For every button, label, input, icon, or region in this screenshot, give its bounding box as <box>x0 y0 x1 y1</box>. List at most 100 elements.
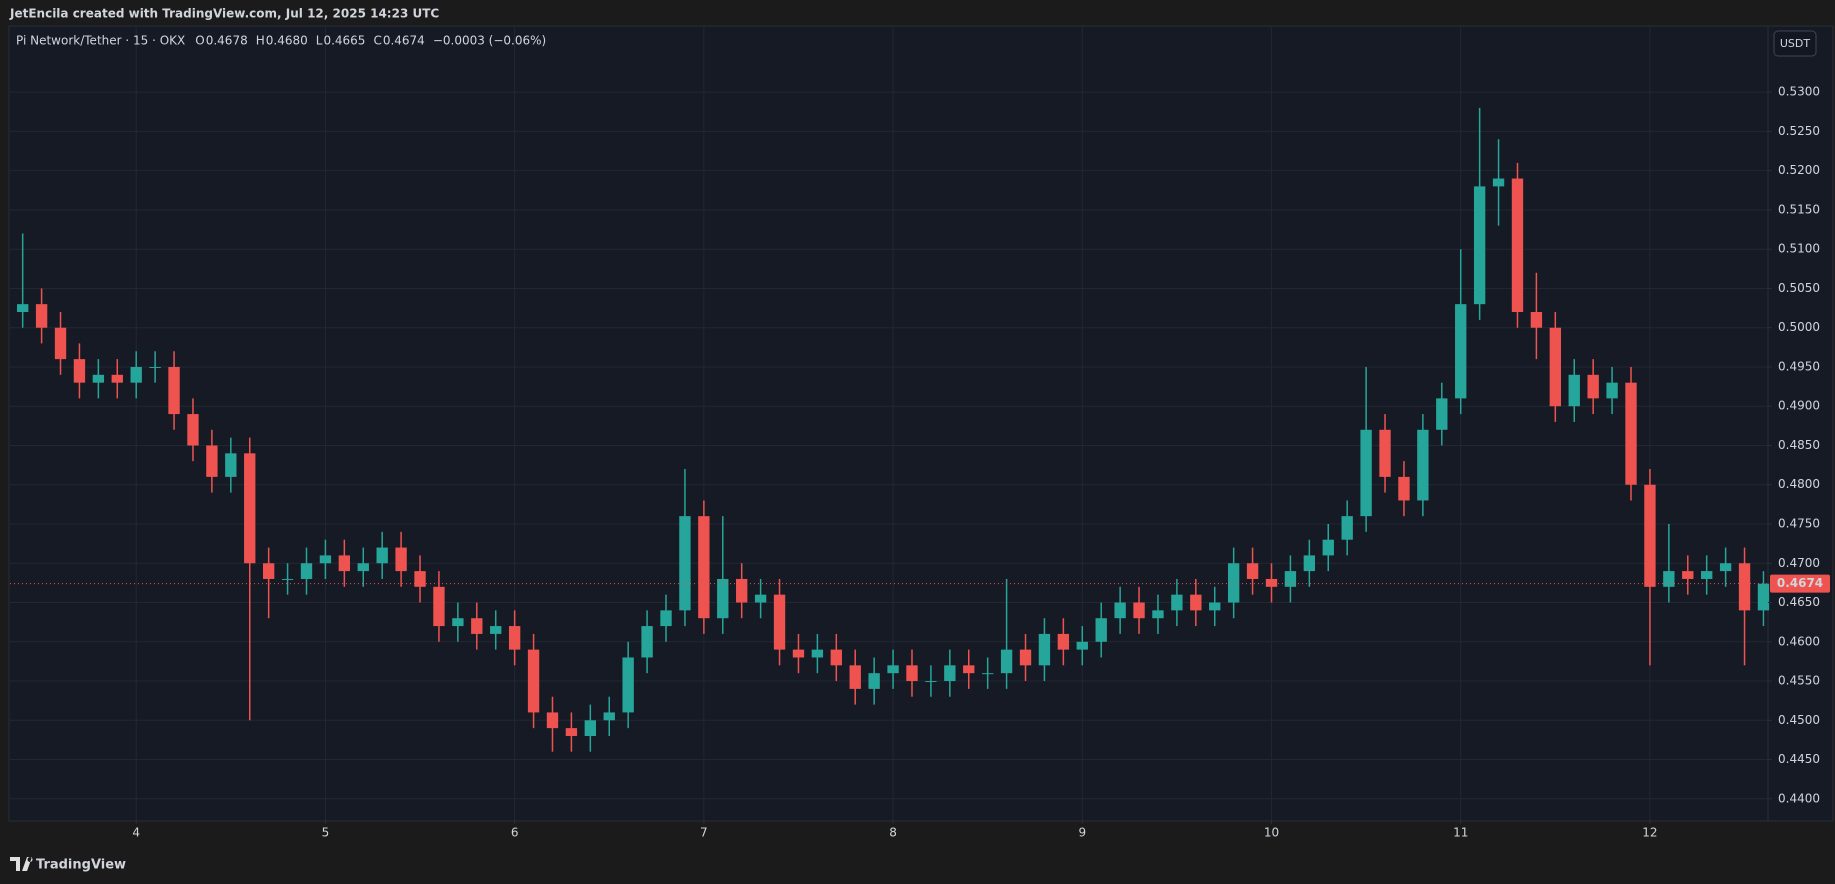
candle-body <box>338 555 351 572</box>
candle-body <box>1019 649 1032 666</box>
candle-body <box>35 304 48 328</box>
candle-body <box>981 673 994 675</box>
candle-body <box>1625 382 1637 485</box>
plot-area <box>10 27 1770 820</box>
candle-body <box>244 453 256 564</box>
candle-body <box>1284 571 1297 587</box>
candle-body <box>1738 563 1751 611</box>
y-tick-label: 0.5050 <box>1778 281 1820 295</box>
candle-body <box>792 649 805 658</box>
y-tick-label: 0.4750 <box>1778 516 1820 530</box>
chart-panel <box>8 25 1834 822</box>
candle-body <box>868 673 880 689</box>
candle-body <box>641 626 653 658</box>
candle-body <box>698 516 710 619</box>
candle-body <box>490 626 502 634</box>
candle-body <box>811 649 824 658</box>
x-tick-label: 11 <box>1453 826 1468 840</box>
candle-body <box>1398 476 1410 501</box>
candle-body <box>54 327 67 360</box>
candle-body <box>736 578 748 603</box>
candle-body <box>1303 555 1316 572</box>
candle-body <box>925 681 937 683</box>
legend-symbol: Pi Network/Tether · 15 · OKX <box>16 34 185 48</box>
y-tick-label: 0.4700 <box>1778 556 1820 570</box>
candle-body <box>1417 429 1429 501</box>
candle-body <box>1038 633 1051 666</box>
legend-key: H <box>256 34 265 48</box>
candle-body <box>376 547 388 564</box>
legend-value: 0.4665 <box>323 34 365 48</box>
header-text: JetEncila created with TradingView.com, … <box>9 7 439 21</box>
y-tick-label: 0.4900 <box>1778 399 1820 413</box>
candle-body <box>1606 382 1618 399</box>
candle-body <box>944 665 956 682</box>
candle-body <box>17 304 29 313</box>
y-tick-label: 0.5300 <box>1778 85 1820 99</box>
candle-body <box>754 594 767 603</box>
candle-body <box>527 649 540 713</box>
candle-body <box>1133 602 1145 619</box>
x-tick-label: 12 <box>1642 826 1657 840</box>
candle-body <box>433 586 445 627</box>
candle-body <box>508 626 521 650</box>
candle-body <box>1190 594 1202 611</box>
candle-body <box>452 618 464 627</box>
legend-key: O <box>195 34 204 48</box>
candle-body <box>357 563 369 572</box>
legend-value: 0.4674 <box>383 34 425 48</box>
currency-button[interactable]: USDT <box>1773 30 1817 57</box>
y-tick-label: 0.4850 <box>1778 438 1820 452</box>
candle-body <box>1095 618 1107 642</box>
candle-body <box>1682 571 1694 579</box>
candle-body <box>565 728 578 736</box>
candle-body <box>319 555 332 564</box>
x-tick-label: 10 <box>1264 826 1279 840</box>
legend-value: 0.4680 <box>266 34 308 48</box>
candle-body <box>73 359 86 383</box>
candle-body <box>1322 539 1334 556</box>
candle-body <box>1227 563 1240 603</box>
candle-body <box>300 563 313 579</box>
candle-body <box>168 366 180 415</box>
candle-body <box>471 618 483 634</box>
y-tick-label: 0.4450 <box>1778 752 1820 766</box>
brand-logo <box>10 857 33 871</box>
candle-body <box>1341 516 1353 540</box>
candle-body <box>887 665 899 674</box>
candle-body <box>149 366 161 368</box>
candle-body <box>1057 633 1070 650</box>
x-tick-label: 6 <box>511 826 519 840</box>
candle-body <box>717 578 729 619</box>
y-tick-label: 0.5200 <box>1778 163 1820 177</box>
candle-body <box>1719 563 1732 572</box>
y-tick-label: 0.4950 <box>1778 359 1820 373</box>
candle-body <box>830 649 842 666</box>
y-tick-label: 0.4400 <box>1778 791 1820 805</box>
y-tick-label: 0.5150 <box>1778 202 1820 216</box>
candle-body <box>546 712 559 729</box>
y-tick-label: 0.4600 <box>1778 634 1820 648</box>
candle-body <box>603 712 615 721</box>
candle-body <box>225 453 237 477</box>
footer: TradingView <box>10 857 126 873</box>
candle-body <box>1000 649 1013 674</box>
candle-body <box>1436 398 1448 430</box>
candle-body <box>1171 594 1183 611</box>
legend: Pi Network/Tether · 15 · OKX <box>16 34 185 48</box>
candle-body <box>1360 429 1372 517</box>
button-frame[interactable] <box>1773 30 1817 57</box>
legend-key: C <box>373 34 381 48</box>
candle-body <box>1114 602 1126 619</box>
candle-body <box>395 547 407 572</box>
x-tick-label: 7 <box>700 826 708 840</box>
button-label[interactable]: USDT <box>1780 37 1811 50</box>
candle-body <box>1492 178 1505 187</box>
candle-body <box>1701 571 1713 579</box>
candle-body <box>1663 571 1675 587</box>
candle-body <box>1265 578 1278 587</box>
candle-body <box>963 665 975 674</box>
candle-body <box>679 516 691 611</box>
